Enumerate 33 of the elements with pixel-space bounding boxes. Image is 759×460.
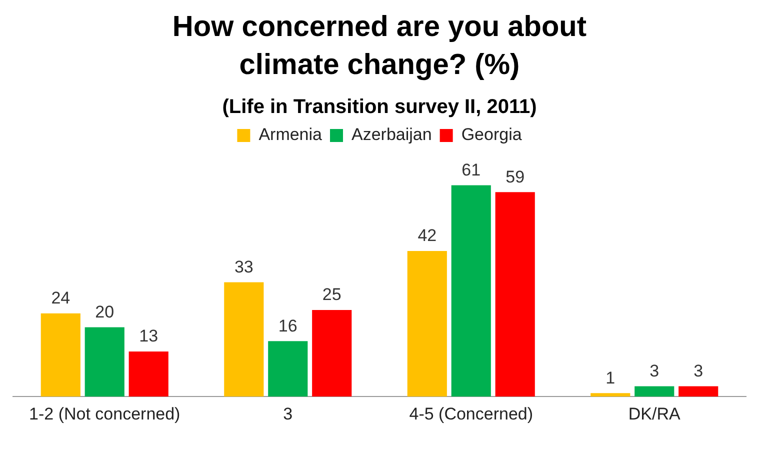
chart-subtitle: (Life in Transition survey II, 2011) <box>221 96 538 119</box>
data-label: 24 <box>51 288 70 308</box>
x-tick-label: 1-2 (Not concerned) <box>29 404 180 424</box>
data-label: 33 <box>234 257 254 276</box>
bar <box>128 352 168 397</box>
data-label: 13 <box>139 326 158 346</box>
bar <box>590 393 630 397</box>
x-tick-label: DK/RA <box>628 404 682 424</box>
data-label: 59 <box>506 167 525 186</box>
data-label: 3 <box>694 361 704 380</box>
bar <box>407 251 447 397</box>
bar <box>312 310 352 397</box>
data-label: 42 <box>418 226 437 246</box>
bar <box>495 192 535 397</box>
legend-label: Armenia <box>258 125 323 144</box>
data-label: 20 <box>95 302 114 322</box>
x-tick-label: 4-5 (Concerned) <box>409 404 534 424</box>
data-label: 16 <box>278 316 298 336</box>
bar <box>678 386 718 397</box>
legend-label: Georgia <box>461 125 522 144</box>
bar <box>451 185 491 397</box>
data-label: 25 <box>322 285 342 304</box>
legend-label: Azerbaijan <box>352 125 432 144</box>
data-label: 3 <box>650 361 660 380</box>
bar <box>634 386 674 397</box>
bar <box>224 282 264 397</box>
data-label: 1 <box>606 368 616 388</box>
chart-title: How concerned are you about climate change? (%) <box>171 10 588 83</box>
x-tick-label: 3 <box>283 404 293 424</box>
bar <box>268 341 308 397</box>
data-label: 61 <box>462 160 481 180</box>
bar <box>84 327 124 397</box>
bar <box>40 313 80 397</box>
